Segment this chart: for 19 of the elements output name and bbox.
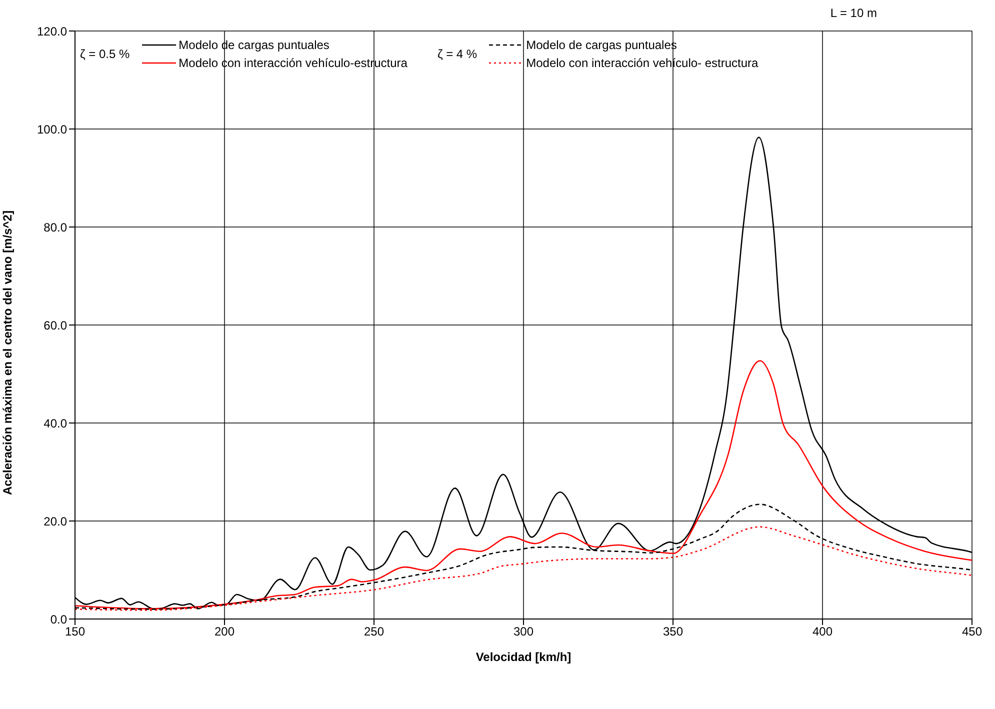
y-tick-label: 20.0 [44,514,68,528]
y-tick-label: 0.0 [50,612,68,626]
y-tick-label: 120.0 [36,24,68,38]
y-tick-label: 100.0 [36,122,68,136]
x-tick-label: 150 [64,624,86,639]
x-tick-label: 350 [662,624,684,639]
y-axis-title: Aceleración máxima en el centro del vano [m/s^2] [0,210,14,495]
y-tick-label: 80.0 [44,220,68,234]
annotation: ζ = 0.5 % [80,47,130,61]
y-tick-label: 40.0 [44,416,68,430]
x-tick-label: 250 [364,624,384,639]
x-tick-label: 400 [812,624,833,639]
x-tick-label: 300 [513,624,534,639]
x-tick-label: 450 [962,624,982,639]
text: L = 10 m [830,6,877,20]
x-axis-title: Velocidad [km/h] [476,650,572,664]
x-tick-label: 200 [214,624,235,639]
annotation: ζ = 4 % [437,47,478,61]
y-tick-label: 60.0 [44,318,68,332]
